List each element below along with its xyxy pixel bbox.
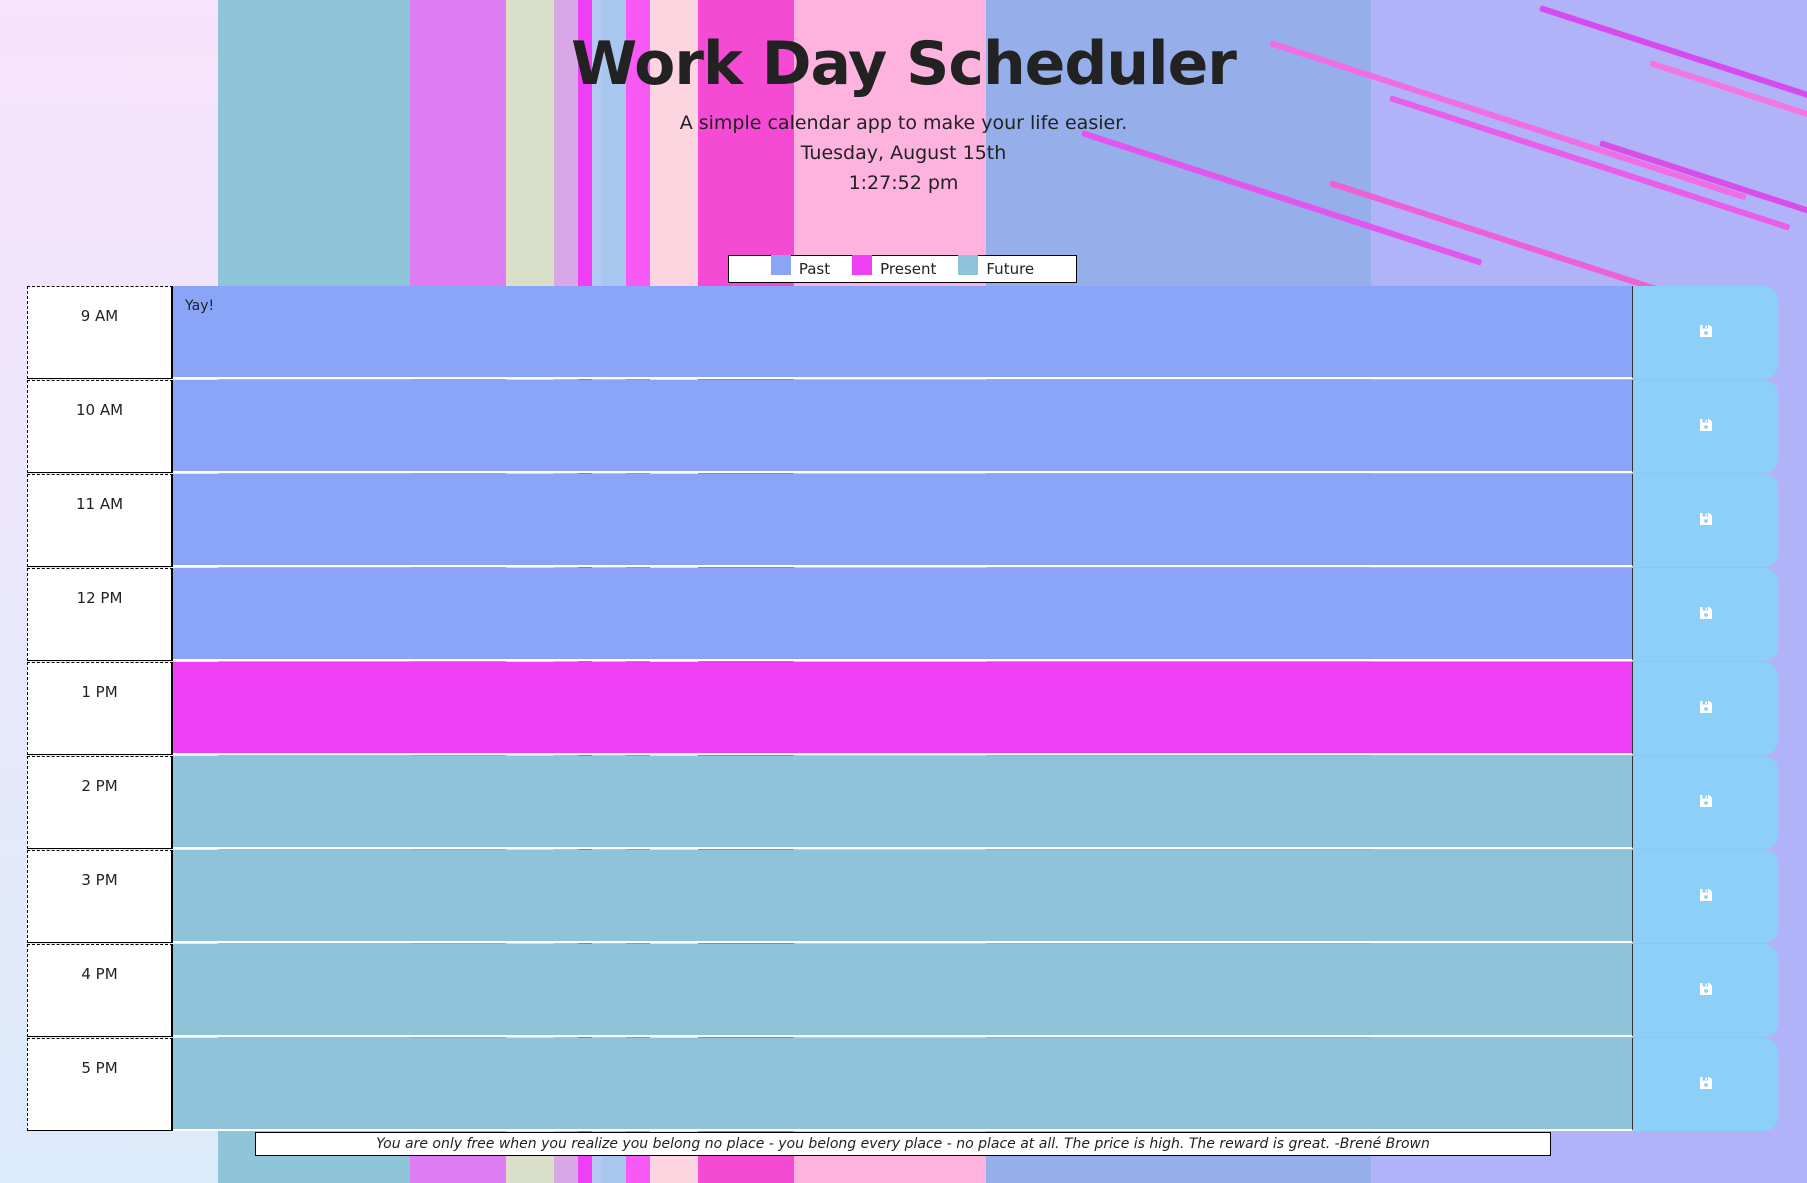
- event-description-input[interactable]: [173, 944, 1633, 1037]
- hour-label: 12 PM: [27, 568, 173, 661]
- save-button[interactable]: [1633, 662, 1778, 755]
- event-description-input[interactable]: [173, 756, 1633, 849]
- time-block-list: 9 AM Yay! 10 AM 11 AM 12 PM 1 PM 2 PM 3 PM 4 PM 5…: [27, 286, 1778, 1132]
- legend-label: Future: [986, 260, 1035, 278]
- save-button[interactable]: [1633, 474, 1778, 567]
- event-description-input[interactable]: [173, 568, 1633, 661]
- save-button[interactable]: [1633, 944, 1778, 1037]
- save-button[interactable]: [1633, 756, 1778, 849]
- legend-item-past: Past: [770, 255, 831, 278]
- time-block: 3 PM: [27, 850, 1778, 944]
- time-block: 5 PM: [27, 1038, 1778, 1132]
- hour-label: 4 PM: [27, 944, 173, 1037]
- time-block: 12 PM: [27, 568, 1778, 662]
- legend-item-present: Present: [852, 255, 937, 278]
- page-subtitle: A simple calendar app to make your life …: [679, 112, 1128, 134]
- legend-swatch-future: [958, 255, 979, 275]
- save-button[interactable]: [1633, 286, 1778, 379]
- floppy-disk-icon: [1699, 794, 1713, 811]
- save-button[interactable]: [1633, 568, 1778, 661]
- floppy-disk-icon: [1699, 982, 1713, 999]
- hour-label: 10 AM: [27, 380, 173, 473]
- legend-label: Past: [798, 260, 831, 278]
- event-description-input[interactable]: [173, 380, 1633, 473]
- hour-label: 2 PM: [27, 756, 173, 849]
- legend-swatch-present: [852, 255, 873, 275]
- hour-label: 9 AM: [27, 286, 173, 379]
- event-description-input[interactable]: [173, 474, 1633, 567]
- page-title: Work Day Scheduler: [571, 29, 1237, 99]
- current-time: 1:27:52 pm: [848, 172, 959, 194]
- floppy-disk-icon: [1699, 606, 1713, 623]
- legend-swatch-past: [770, 255, 791, 275]
- time-block: 10 AM: [27, 380, 1778, 474]
- time-block: 11 AM: [27, 474, 1778, 568]
- hour-label: 11 AM: [27, 474, 173, 567]
- event-description-input[interactable]: Yay!: [173, 286, 1633, 379]
- floppy-disk-icon: [1699, 512, 1713, 529]
- hour-label: 1 PM: [27, 662, 173, 755]
- save-button[interactable]: [1633, 380, 1778, 473]
- hour-label: 5 PM: [27, 1038, 173, 1131]
- floppy-disk-icon: [1699, 888, 1713, 905]
- event-description-input[interactable]: [173, 850, 1633, 943]
- floppy-disk-icon: [1699, 418, 1713, 435]
- time-block: 9 AM Yay!: [27, 286, 1778, 380]
- save-button[interactable]: [1633, 850, 1778, 943]
- floppy-disk-icon: [1699, 324, 1713, 341]
- time-block: 2 PM: [27, 756, 1778, 850]
- event-description-input[interactable]: [173, 662, 1633, 755]
- page-header: Work Day Scheduler A simple calendar app…: [0, 0, 1807, 198]
- legend-item-future: Future: [958, 255, 1035, 278]
- legend-label: Present: [880, 260, 937, 278]
- hour-label: 3 PM: [27, 850, 173, 943]
- time-block: 1 PM: [27, 662, 1778, 756]
- footer-quote: You are only free when you realize you b…: [255, 1132, 1551, 1156]
- color-legend: Past Present Future: [728, 255, 1077, 283]
- current-date: Tuesday, August 15th: [800, 142, 1007, 164]
- event-description-input[interactable]: [173, 1038, 1633, 1131]
- floppy-disk-icon: [1699, 700, 1713, 717]
- time-block: 4 PM: [27, 944, 1778, 1038]
- floppy-disk-icon: [1699, 1076, 1713, 1093]
- save-button[interactable]: [1633, 1038, 1778, 1131]
